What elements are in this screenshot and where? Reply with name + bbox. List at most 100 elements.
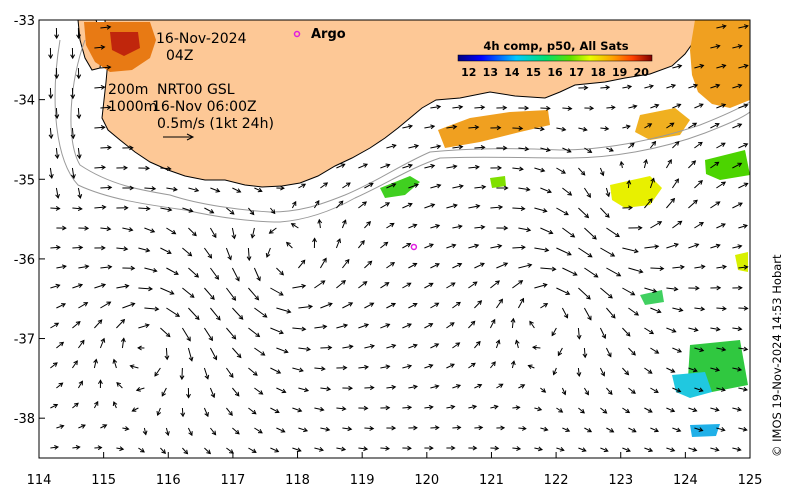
current-vector-head [231,234,237,240]
current-vector-head [175,312,181,317]
current-vector [732,447,741,451]
current-vector-head [124,426,130,431]
current-vector-head [363,405,369,411]
current-vector-head [581,447,587,452]
current-vector-head [435,224,441,229]
current-vector [622,367,629,375]
current-vector [72,402,79,409]
current-vector-head [720,142,726,147]
current-vector-head [470,362,476,368]
current-vector [672,307,683,311]
y-tick-label: -38 [14,412,35,427]
analysis-timestamp: 16-Nov 06:00Z [152,99,257,115]
current-vector [599,327,606,339]
current-vector [94,126,105,129]
current-vector [157,407,161,416]
x-tick-label: 119 [350,473,375,488]
current-vector-head [673,242,679,248]
current-vector-head [194,273,200,278]
current-vector-head [541,388,547,393]
current-vector-head [436,144,442,150]
sst-patch-shelf-1 [438,110,550,148]
current-vector-head [602,409,608,414]
current-vector [251,227,255,238]
colorbar-tick-label: 13 [483,66,498,79]
current-vector [688,160,696,169]
current-vector-head [677,220,683,226]
current-vector-head [697,141,703,147]
current-vector-head [194,187,200,193]
current-vector-head [407,202,413,208]
current-vector-head [215,187,221,193]
current-vector-head [367,260,373,266]
current-vector [666,367,675,373]
current-vector-head [678,307,684,313]
current-vector-head [699,347,705,353]
current-vector [292,447,301,452]
current-vector-head [430,203,436,208]
current-vector-head [599,171,605,177]
current-vector-head [231,334,237,340]
current-vector [694,222,704,229]
current-vector [495,299,503,309]
current-vector-head [576,334,582,340]
current-vector-head [369,344,375,349]
current-vector-head [286,308,292,314]
current-vector-head [71,174,76,180]
current-vector-head [436,183,442,189]
current-vector-head [743,143,749,148]
current-vector [577,367,580,377]
current-vector [622,327,631,337]
argo-float-marker[interactable] [410,243,418,251]
current-vector [600,407,607,414]
current-vector-head [742,426,748,432]
current-vector [732,202,743,209]
current-vector-head [412,343,418,349]
plot-frame [38,19,751,459]
y-axis-ticks: -33 -34 -35 -36 -37 -38 [14,14,45,427]
current-vector-head [456,301,461,307]
current-vector-head [265,252,271,258]
current-vector-head [565,427,571,432]
x-tick-label: 114 [27,473,52,488]
current-vector-head [52,362,58,367]
current-vector-head [498,204,504,210]
current-vector-head [384,282,390,287]
current-vector [253,267,261,281]
current-vector [99,338,105,349]
current-vector [606,427,614,433]
sst-patch-green-c [640,290,664,305]
current-vector-head [278,329,284,335]
current-vector [402,125,413,129]
current-vector-head [180,412,186,418]
current-vector [490,405,498,409]
current-vector [650,427,659,432]
current-vector-head [715,83,721,89]
current-vector-head [303,427,309,433]
current-vector-head [207,253,213,259]
current-vector-head [343,323,349,329]
current-vector [50,404,58,409]
current-vector [364,345,375,349]
current-vector-head [670,368,676,373]
current-vector [688,84,698,89]
current-vector [270,447,279,453]
current-vector-head [580,170,586,176]
current-vector [386,303,396,309]
current-vector [474,341,481,349]
current-vector [276,307,291,313]
current-vector [248,287,259,301]
current-vector [511,318,514,329]
current-vector-head [300,259,306,265]
current-vector-head [145,247,151,253]
current-vector [386,344,396,349]
current-vector [578,127,587,131]
current-vector [672,387,681,393]
current-vector-head [524,146,530,152]
current-vector-head [428,404,434,410]
current-vector-head [106,64,112,70]
current-vector-head [497,165,503,171]
current-vector-head [120,318,126,324]
current-vector [144,227,155,233]
current-vector-head [123,246,129,252]
